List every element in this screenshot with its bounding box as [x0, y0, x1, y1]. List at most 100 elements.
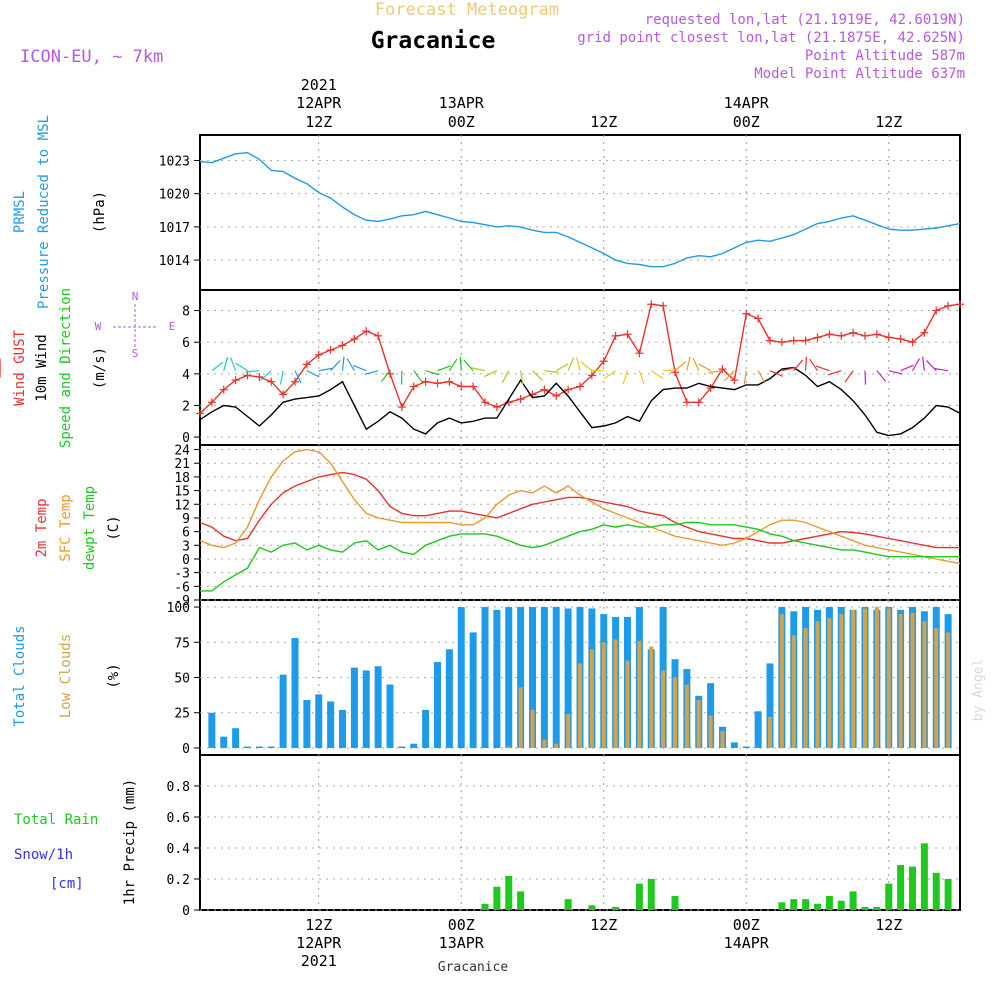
wind-arrow	[520, 370, 524, 385]
total-cloud-bar	[327, 701, 335, 748]
wind-arrow	[724, 370, 735, 381]
y-tick-label: 1017	[159, 221, 190, 236]
low-cloud-bar	[708, 715, 713, 748]
low-cloud-bar	[506, 746, 511, 748]
y-tick-label: -9	[174, 594, 190, 609]
rain-bar	[944, 879, 952, 910]
dewpt-line	[200, 521, 960, 592]
location-title: Gracanice	[371, 28, 496, 54]
y-tick-label: 15	[174, 485, 190, 500]
rain-bar	[920, 843, 928, 910]
label-celsius: (C)	[106, 515, 122, 540]
label-2m-temp: 2m Temp	[34, 498, 50, 557]
low-cloud-bar	[589, 649, 594, 748]
total-cloud-bar	[505, 607, 513, 748]
rain-bar	[517, 891, 525, 910]
wind-arrow	[805, 356, 807, 371]
low-cloud-bar	[863, 608, 867, 748]
low-cloud-bar	[673, 677, 677, 748]
top-date-label: 14APR	[724, 94, 770, 112]
low-cloud-bar	[542, 739, 547, 748]
y-tick-label: 0	[182, 553, 190, 568]
wind-arrow	[809, 358, 818, 371]
wind-arrow	[380, 370, 391, 383]
bottom-tick-label: 12Z	[875, 916, 902, 934]
wind-arrow	[603, 370, 616, 380]
model-altitude: Model Point Altitude 637m	[754, 66, 965, 82]
total-cloud-bar	[517, 607, 525, 748]
total-cloud-bar	[410, 743, 418, 748]
rain-bar	[837, 900, 845, 910]
rain-bar	[897, 865, 905, 910]
wind-arrow	[743, 370, 747, 385]
y-tick-label: 21	[174, 457, 190, 472]
total-cloud-bar	[529, 607, 536, 748]
low-cloud-bar	[696, 700, 701, 748]
low-cloud-bar	[720, 731, 725, 748]
total-cloud-bar	[362, 670, 370, 748]
rain-bar	[647, 879, 655, 910]
wind-arrow	[622, 370, 629, 385]
total-cloud-bar	[493, 609, 501, 748]
low-cloud-bar	[791, 635, 796, 748]
low-cloud-bar	[886, 608, 891, 748]
y-tick-label: 18	[174, 471, 190, 486]
y-tick-label: 2	[182, 399, 190, 414]
bottom-date-label: 12APR	[296, 934, 342, 952]
y-tick-label: 6	[182, 526, 190, 541]
rain-bar	[932, 872, 940, 910]
total-cloud-bar	[422, 709, 430, 748]
low-cloud-bar	[768, 716, 772, 748]
top-tick-label: 00Z	[448, 113, 475, 131]
total-cloud-bar	[398, 746, 406, 748]
y-tick-label: 50	[174, 672, 190, 687]
total-cloud-bar	[350, 667, 358, 748]
temp2m-line	[199, 471, 960, 549]
wind-arrow	[708, 370, 723, 374]
wind-arrow	[876, 370, 887, 382]
label-percent: (%)	[106, 663, 122, 688]
label-total-clouds: Total Clouds	[12, 625, 28, 726]
rain-bar	[481, 903, 489, 910]
rain-bar	[505, 875, 513, 910]
total-cloud-bar	[303, 700, 311, 748]
wind-arrow	[235, 362, 248, 372]
wind-arrow	[793, 359, 804, 372]
y-tick-label: 8	[182, 305, 190, 320]
total-cloud-bar	[457, 607, 465, 748]
y-tick-label: 75	[174, 636, 190, 651]
rain-bar	[635, 883, 643, 910]
y-tick-label: 1023	[159, 154, 190, 169]
total-cloud-bar	[434, 662, 441, 748]
top-year-label: 2021	[301, 76, 337, 94]
wind-arrow	[769, 370, 784, 377]
wind-arrow	[306, 370, 320, 378]
compass-south: S	[132, 347, 139, 360]
total-cloud-bar	[742, 746, 750, 748]
wind-arrow	[211, 361, 224, 372]
total-cloud-bar	[552, 607, 560, 748]
y-tick-label: 1014	[159, 254, 190, 269]
wind-arrow	[544, 370, 559, 373]
wind-arrow	[463, 359, 474, 372]
top-tick-label: 12Z	[875, 113, 902, 131]
y-tick-label: -3	[174, 567, 190, 582]
precip-bars	[481, 843, 952, 910]
wind-arrow	[501, 370, 510, 384]
y-tick-label: 0.2	[167, 873, 190, 888]
y-tick-label: 0	[182, 742, 190, 757]
wind-arrow	[483, 370, 498, 378]
y-tick-label: 0	[182, 904, 190, 919]
total-cloud-bar	[339, 709, 346, 748]
wind-arrow	[674, 361, 687, 372]
wind-arrow	[692, 357, 700, 371]
top-tick-label: 12Z	[590, 113, 617, 131]
rain-bar	[849, 891, 857, 910]
grid-point-coords: grid point closest lon,lat (21.1875E, 42…	[577, 30, 965, 46]
wind-arrow	[650, 370, 664, 379]
wind-arrow	[425, 370, 440, 376]
low-cloud-bar	[518, 687, 523, 748]
wind-arrow	[911, 358, 921, 371]
